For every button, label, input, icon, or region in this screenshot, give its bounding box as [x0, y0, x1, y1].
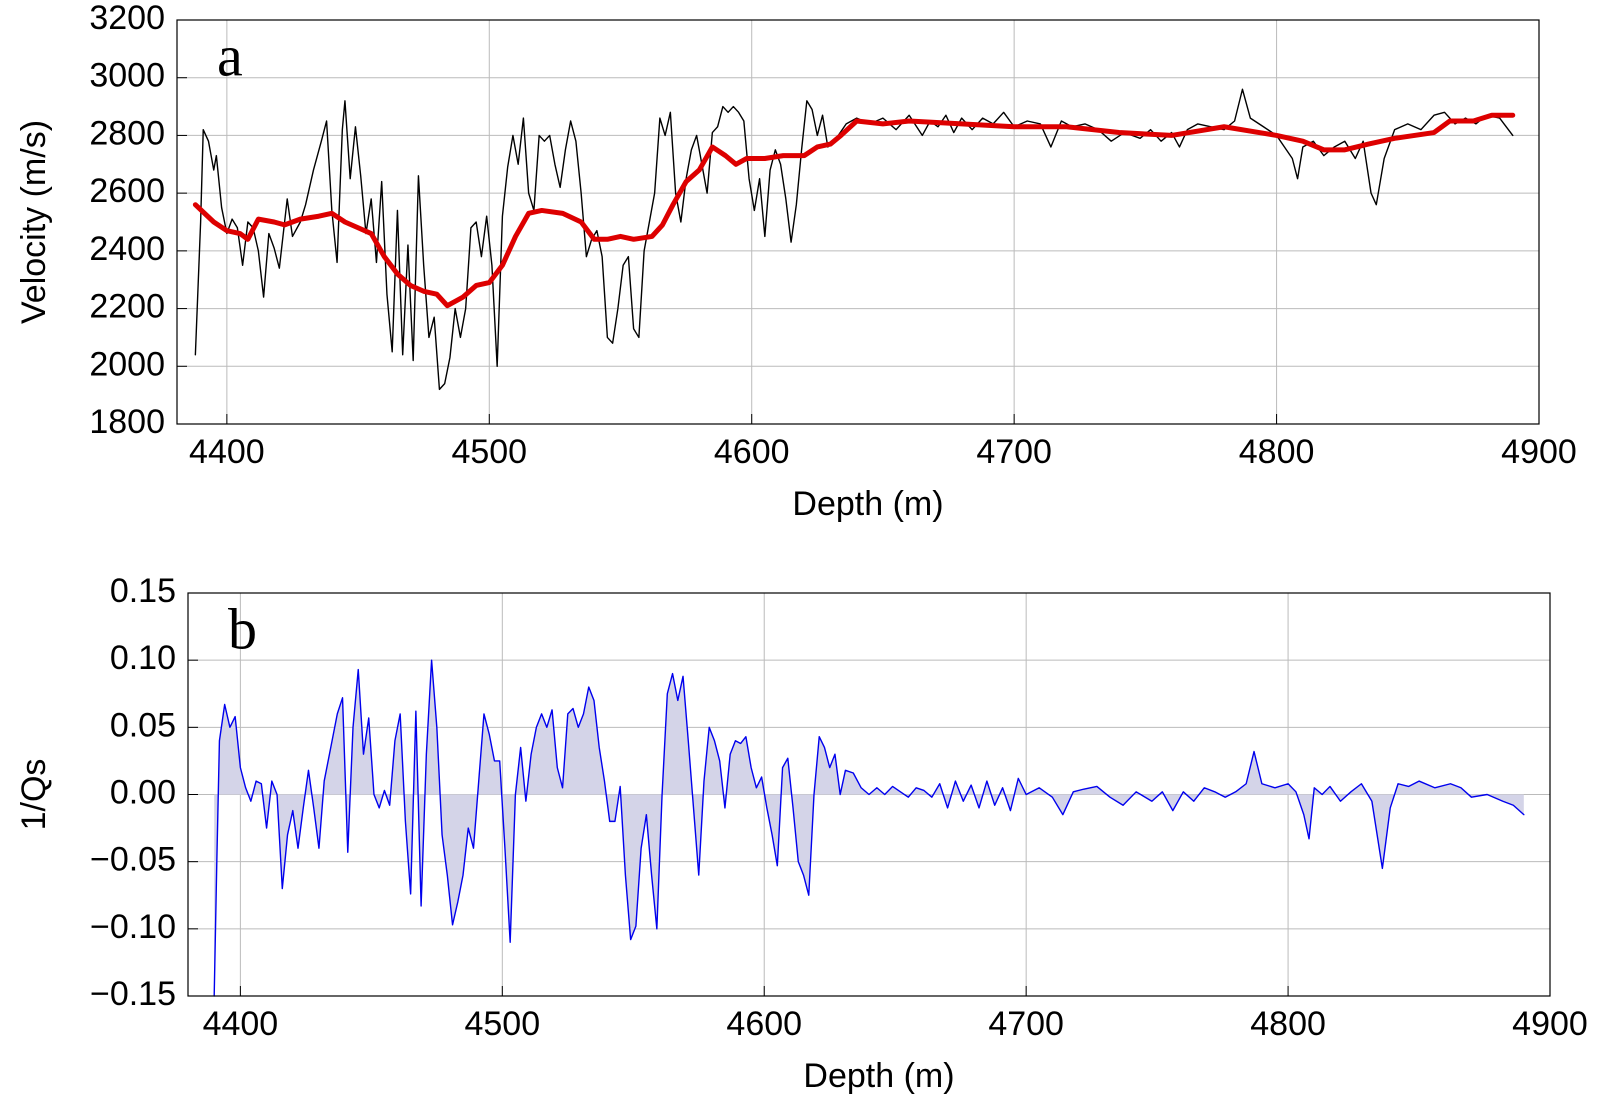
area-fill [214, 660, 1524, 996]
x-tick-label: 4400 [189, 433, 265, 471]
x-tick-label: 4800 [1239, 433, 1315, 471]
y-tick-label: −0.10 [90, 908, 176, 946]
y-tick-label: 3200 [89, 0, 165, 37]
y-tick-label: 0.15 [110, 572, 176, 610]
y-axis-label: Velocity (m/s) [15, 120, 53, 324]
y-tick-label: −0.15 [90, 975, 176, 1013]
plot-frame [176, 19, 1540, 425]
x-tick-label: 4700 [976, 433, 1052, 471]
panel-label: b [228, 596, 257, 661]
x-axis-label: Depth (m) [803, 1057, 954, 1095]
x-tick-label: 4500 [464, 1005, 540, 1043]
y-tick-label: 3000 [89, 57, 165, 95]
y-tick-label: 0.05 [110, 706, 176, 744]
x-axis-label: Depth (m) [792, 485, 943, 523]
x-tick-label: 4400 [203, 1005, 279, 1043]
x-tick-label: 4600 [726, 1005, 802, 1043]
x-tick-label: 4900 [1512, 1005, 1588, 1043]
y-tick-label: 2800 [89, 114, 165, 152]
data-line [192, 112, 1516, 309]
x-tick-label: 4700 [988, 1005, 1064, 1043]
y-tick-label: 2600 [89, 172, 165, 210]
y-tick-label: 0.10 [110, 639, 176, 677]
plot-frame [187, 592, 1551, 997]
x-tick-label: 4800 [1250, 1005, 1326, 1043]
y-tick-label: 1800 [89, 403, 165, 441]
y-tick-label: 0.00 [110, 773, 176, 811]
y-tick-label: −0.05 [90, 841, 176, 879]
x-tick-label: 4600 [714, 433, 790, 471]
plot-background [177, 20, 1539, 424]
x-tick-label: 4900 [1501, 433, 1577, 471]
panel-label: a [217, 23, 243, 88]
x-tick-label: 4500 [451, 433, 527, 471]
data-line [213, 659, 1525, 997]
y-tick-label: 2200 [89, 288, 165, 326]
y-tick-label: 2400 [89, 230, 165, 268]
y-axis-label: 1/Qs [15, 759, 53, 831]
y-tick-label: 2000 [89, 345, 165, 383]
